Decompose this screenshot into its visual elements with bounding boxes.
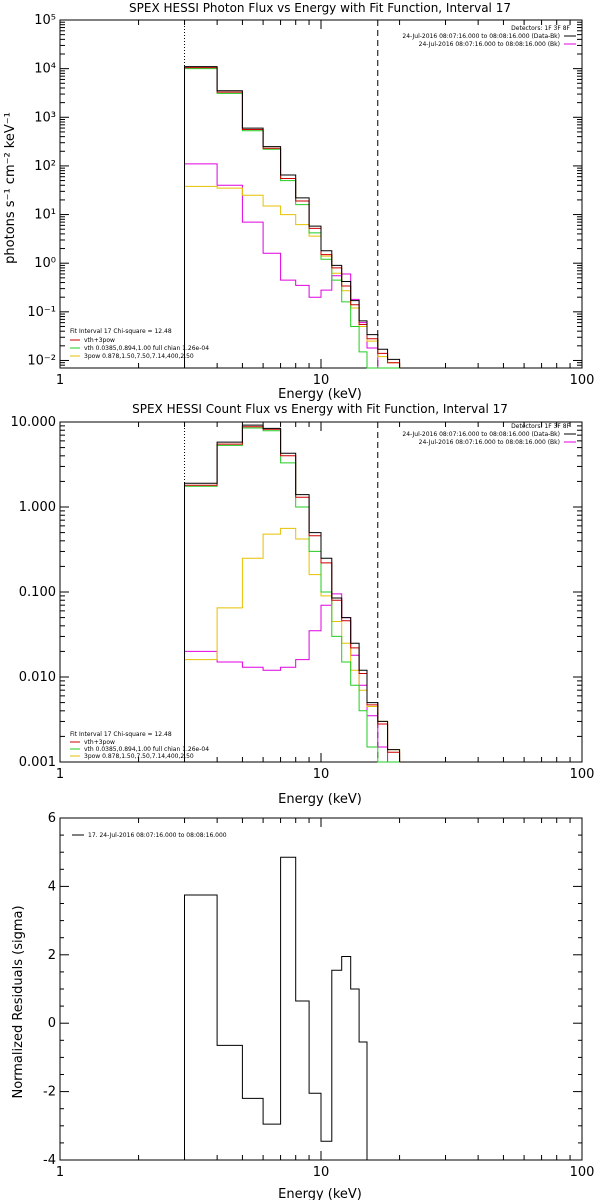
y-tick-label: 10⁰ <box>34 256 56 271</box>
x-tick-label: 1 <box>56 1165 64 1180</box>
legend-data-interval: 24-Jul-2016 08:07:16.000 to 08:08:16.000… <box>402 431 560 438</box>
x-tick-label: 1 <box>56 373 64 388</box>
legend-bk-interval: 24-Jul-2016 08:07:16.000 to 08:08:16.000… <box>419 439 560 446</box>
y-tick-label: 1.000 <box>19 500 56 515</box>
residuals-panel: Energy (keV) Normalized Residuals (sigma… <box>11 811 594 1200</box>
y-tick-label: 10³ <box>34 110 56 125</box>
legend-data-interval: 24-Jul-2016 08:07:16.000 to 08:08:16.000… <box>402 33 560 40</box>
count-flux-xlabel: Energy (keV) <box>278 792 362 807</box>
y-tick-label: 2 <box>48 948 56 963</box>
series-sum-histogram <box>184 426 401 762</box>
legend-detectors: Detectors: 1F 3F 8F <box>511 423 570 430</box>
y-tick-label: 10⁻¹ <box>27 305 56 320</box>
x-tick-label: 10 <box>313 1165 330 1180</box>
legend-3pow-label: 3pow 0.878,1.50,7.50,7.14,400,2.50 <box>84 353 194 360</box>
y-tick-label: 0.010 <box>19 670 56 685</box>
photon-flux-panel: SPEX HESSI Photon Flux vs Energy with Fi… <box>3 1 594 402</box>
count-flux-panel: SPEX HESSI Count Flux vs Energy with Fit… <box>11 402 595 807</box>
y-tick-label: 10¹ <box>34 208 56 223</box>
legend-3pow-label: 3pow 0.878,1.50,7.50,7.14,400,2.50 <box>84 753 194 760</box>
count-flux-legend-right: Detectors: 1F 3F 8F 24-Jul-2016 08:07:16… <box>402 423 576 446</box>
count-flux-legend-left: Fit Interval 17 Chi-square = 12.48 vth+3… <box>70 731 209 760</box>
y-tick-label: -4 <box>43 1153 56 1168</box>
series-3pow-histogram <box>184 185 401 368</box>
count-flux-title: SPEX HESSI Count Flux vs Energy with Fit… <box>132 402 508 416</box>
y-tick-label: 10⁻² <box>27 353 56 368</box>
photon-flux-legend-right: Detectors: 1F 3F 8F 24-Jul-2016 08:07:16… <box>402 25 576 48</box>
residuals-xlabel: Energy (keV) <box>278 1187 362 1200</box>
series-3pow-histogram <box>184 527 401 762</box>
y-tick-label: 6 <box>48 811 56 826</box>
legend-fit-interval: Fit Interval 17 Chi-square = 12.48 <box>70 731 172 738</box>
x-tick-label: 100 <box>570 373 595 388</box>
y-tick-label: 10² <box>34 159 56 174</box>
legend-bk-interval: 24-Jul-2016 08:07:16.000 to 08:08:16.000… <box>419 41 560 48</box>
photon-flux-xlabel: Energy (keV) <box>278 387 362 402</box>
plot-frame <box>59 19 583 369</box>
y-tick-label: 0 <box>48 1016 56 1031</box>
photon-flux-title: SPEX HESSI Photon Flux vs Energy with Fi… <box>129 1 511 15</box>
legend-fit-interval: Fit Interval 17 Chi-square = 12.48 <box>70 328 172 335</box>
y-tick-label: 10.000 <box>11 415 57 430</box>
x-tick-label: 1 <box>56 767 64 782</box>
legend-sum-label: vth+3pow <box>84 739 115 746</box>
series-sum-histogram <box>184 67 401 368</box>
legend-sum-label: vth+3pow <box>84 337 115 344</box>
x-tick-label: 10 <box>313 373 330 388</box>
legend-vth-label: vth 0.0385,0.894,1.00 full chian 1.26e-0… <box>84 345 209 352</box>
y-tick-label: 4 <box>48 879 56 894</box>
photon-flux-ylabel: photons s⁻¹ cm⁻² keV⁻¹ <box>3 112 18 264</box>
legend-residual-label: 17. 24-Jul-2016 08:07:16.000 to 08:08:16… <box>88 832 227 839</box>
series-total-histogram <box>184 856 378 1161</box>
series-total-histogram <box>184 66 401 368</box>
residuals-legend: 17. 24-Jul-2016 08:07:16.000 to 08:08:16… <box>72 832 227 839</box>
y-tick-label: -2 <box>43 1085 56 1100</box>
x-tick-label: 100 <box>570 1165 595 1180</box>
legend-detectors: Detectors: 1F 3F 8F <box>511 25 570 32</box>
photon-flux-legend-left: Fit Interval 17 Chi-square = 12.48 vth+3… <box>70 328 209 360</box>
x-tick-label: 100 <box>570 767 595 782</box>
legend-vth-label: vth 0.0385,0.894,1.00 full chian 1.26e-0… <box>84 746 209 753</box>
y-tick-label: 0.100 <box>19 585 56 600</box>
y-tick-label: 10⁵ <box>34 13 56 28</box>
y-tick-label: 10⁴ <box>34 62 56 77</box>
x-tick-label: 10 <box>313 767 330 782</box>
residuals-ylabel: Normalized Residuals (sigma) <box>11 905 26 1098</box>
y-tick-label: 0.001 <box>19 755 56 770</box>
series-total-histogram <box>184 424 401 762</box>
